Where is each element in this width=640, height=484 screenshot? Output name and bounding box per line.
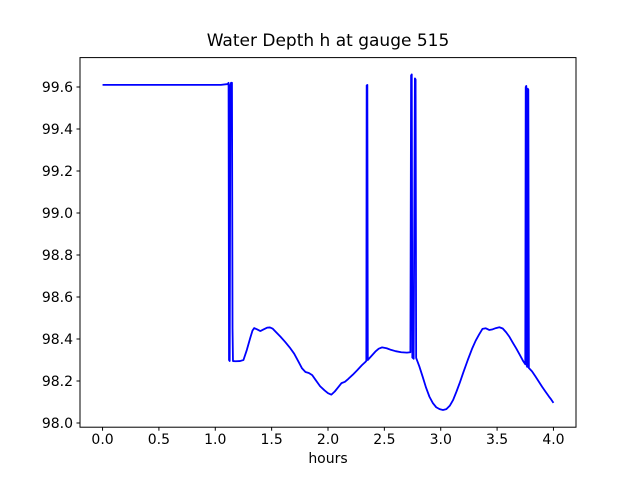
y-tick-label: 99.2 xyxy=(42,164,73,180)
y-tick-label: 99.4 xyxy=(42,122,73,138)
plot-area xyxy=(80,57,576,428)
x-tick-label: 3.0 xyxy=(430,432,452,448)
x-axis-label: hours xyxy=(308,451,347,467)
y-tick-label: 98.4 xyxy=(42,332,73,348)
x-tick-label: 4.0 xyxy=(542,432,564,448)
x-tick-label: 2.5 xyxy=(373,432,395,448)
y-tick-label: 98.6 xyxy=(42,290,73,306)
y-tick-label: 98.0 xyxy=(42,416,73,432)
depth-line-series xyxy=(102,73,555,411)
y-tick-label: 98.2 xyxy=(42,374,73,390)
x-tick-label: 3.5 xyxy=(486,432,508,448)
x-tick-label: 0.5 xyxy=(148,432,170,448)
x-tick-label: 0.0 xyxy=(91,432,113,448)
y-tick-label: 99.6 xyxy=(42,80,73,96)
x-tick-label: 1.5 xyxy=(261,432,283,448)
x-tick-label: 2.0 xyxy=(317,432,339,448)
y-tick-label: 98.8 xyxy=(42,248,73,264)
x-tick-label: 1.0 xyxy=(204,432,226,448)
chart-title: Water Depth h at gauge 515 xyxy=(207,31,450,51)
y-tick-label: 99.0 xyxy=(42,206,73,222)
plot-elements: 0.0 0.5 1.0 1.5 2.0 2.5 3.0 3.5 4.0 98.0 98.2 98.4 9… xyxy=(42,57,577,448)
